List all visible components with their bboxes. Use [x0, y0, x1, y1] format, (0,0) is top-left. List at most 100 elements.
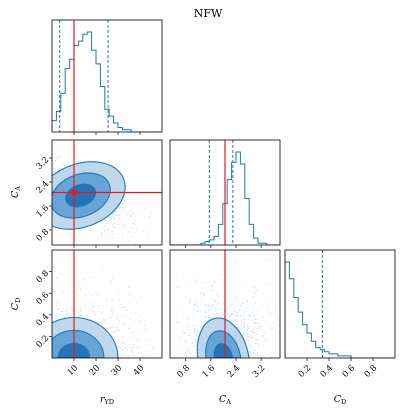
sample-point: [184, 340, 186, 342]
sample-point: [48, 323, 49, 324]
sample-point: [131, 350, 133, 352]
x-tick-label-cd: 0.4: [319, 363, 336, 380]
sample-point: [189, 301, 191, 303]
sample-point: [179, 336, 181, 338]
sample-point: [40, 330, 41, 331]
sample-point: [126, 189, 128, 191]
sample-point: [130, 346, 132, 348]
sample-point: [74, 311, 76, 313]
sample-point: [39, 330, 40, 331]
sample-point: [128, 356, 130, 358]
sample-point: [58, 260, 60, 262]
sample-point: [27, 168, 28, 169]
sample-point: [21, 344, 22, 345]
histogram-step-ryd: [52, 31, 162, 132]
sample-point: [33, 167, 34, 168]
sample-point: [64, 164, 66, 166]
sample-point: [118, 350, 120, 352]
sample-point: [254, 323, 256, 325]
sample-point: [78, 158, 80, 160]
sample-point: [221, 314, 223, 316]
sample-point: [101, 228, 103, 230]
sample-point: [37, 328, 38, 329]
sample-point: [196, 325, 198, 327]
sample-point: [107, 223, 108, 225]
sample-point: [106, 299, 108, 301]
sample-point: [208, 305, 210, 307]
sample-point: [67, 138, 68, 139]
x-tick-label-ryd: 20: [88, 363, 103, 378]
sample-point: [240, 315, 241, 317]
sample-point: [236, 297, 238, 299]
sample-point: [23, 335, 24, 336]
sample-point: [33, 167, 34, 168]
sample-point: [127, 212, 129, 214]
sample-point: [111, 299, 113, 301]
sample-point: [248, 327, 250, 329]
sample-point: [49, 354, 50, 355]
sample-point: [113, 237, 115, 239]
sample-point: [108, 228, 110, 230]
sample-point: [236, 306, 238, 308]
sample-point: [252, 328, 254, 330]
sample-point: [243, 331, 245, 333]
sample-point: [127, 348, 129, 350]
contour-panel-cd-vs-ca: [170, 250, 278, 358]
sample-point: [42, 177, 43, 178]
sample-point: [235, 318, 237, 320]
sample-point: [75, 288, 77, 290]
sample-point: [270, 313, 272, 315]
sample-point: [237, 327, 239, 329]
sample-point: [214, 300, 216, 302]
sample-point: [194, 305, 196, 306]
sample-point: [45, 352, 46, 353]
sample-point: [99, 322, 101, 324]
sample-point: [47, 169, 48, 170]
sample-point: [112, 335, 113, 337]
sample-point: [114, 327, 116, 329]
sample-point: [123, 337, 125, 339]
sample-point: [111, 230, 113, 232]
sample-point: [194, 309, 195, 311]
sample-point: [123, 315, 125, 317]
sample-point: [123, 242, 125, 244]
sample-point: [50, 348, 51, 349]
sample-point: [47, 352, 48, 353]
sample-point: [227, 318, 229, 320]
sample-point: [216, 301, 218, 303]
sample-point: [121, 342, 123, 344]
sample-point: [213, 316, 215, 318]
sample-point: [132, 223, 134, 225]
sample-point: [204, 310, 206, 312]
sample-point: [116, 326, 118, 328]
sample-point: [131, 222, 133, 224]
sample-point: [247, 305, 249, 307]
sample-point: [100, 235, 102, 237]
histogram-step-ca: [170, 151, 280, 245]
sample-point: [142, 229, 144, 231]
sample-point: [34, 318, 35, 319]
sample-point: [92, 310, 94, 312]
sample-point: [186, 342, 188, 344]
sample-point: [150, 213, 152, 215]
sample-point: [201, 301, 203, 303]
sample-point: [36, 337, 37, 338]
sample-point: [211, 286, 213, 288]
sample-point: [31, 353, 32, 354]
sample-point: [8, 184, 9, 185]
sample-point: [122, 229, 124, 231]
x-tick-label-ryd: 10: [66, 363, 81, 378]
sample-point: [33, 180, 34, 181]
sample-point: [242, 318, 244, 320]
sample-point: [41, 174, 42, 175]
sample-point: [15, 172, 16, 173]
sample-point: [87, 310, 89, 312]
sample-point: [29, 342, 30, 343]
sample-point: [111, 237, 113, 238]
sample-point: [62, 163, 63, 165]
sample-point: [65, 313, 67, 315]
sample-point: [135, 221, 137, 223]
sample-point: [213, 280, 215, 282]
sample-point: [25, 352, 26, 353]
sample-point: [240, 325, 242, 327]
